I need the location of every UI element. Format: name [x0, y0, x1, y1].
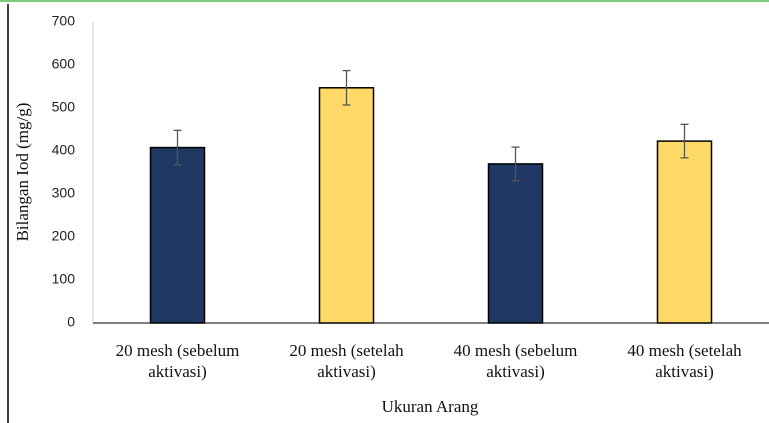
bar [656, 140, 713, 324]
bar [149, 146, 206, 324]
error-bar [173, 129, 182, 166]
error-bar [511, 146, 520, 182]
y-tick-label: 600 [52, 56, 76, 72]
y-tick-label: 0 [67, 314, 75, 330]
y-tick-label: 300 [52, 185, 76, 201]
x-tick-label: 40 mesh (sebelum aktivasi) [453, 341, 578, 381]
y-tick-label: 200 [52, 228, 76, 244]
y-axis-title: Bilangan Iod (mg/g) [13, 103, 32, 242]
bar [318, 87, 375, 324]
x-tick-label: 40 mesh (setelah aktivasi) [627, 341, 742, 381]
y-tick-label: 500 [52, 99, 76, 115]
x-tick-label: 20 mesh (sebelum aktivasi) [115, 341, 240, 381]
y-tick-label: 400 [52, 142, 76, 158]
y-tick-label: 100 [52, 271, 76, 287]
error-bar [680, 123, 689, 159]
error-bar [342, 69, 351, 106]
bar [487, 163, 544, 324]
x-tick-label: 20 mesh (setelah aktivasi) [289, 341, 404, 381]
x-axis-title: Ukuran Arang [382, 397, 479, 416]
y-tick-label: 700 [52, 13, 76, 29]
